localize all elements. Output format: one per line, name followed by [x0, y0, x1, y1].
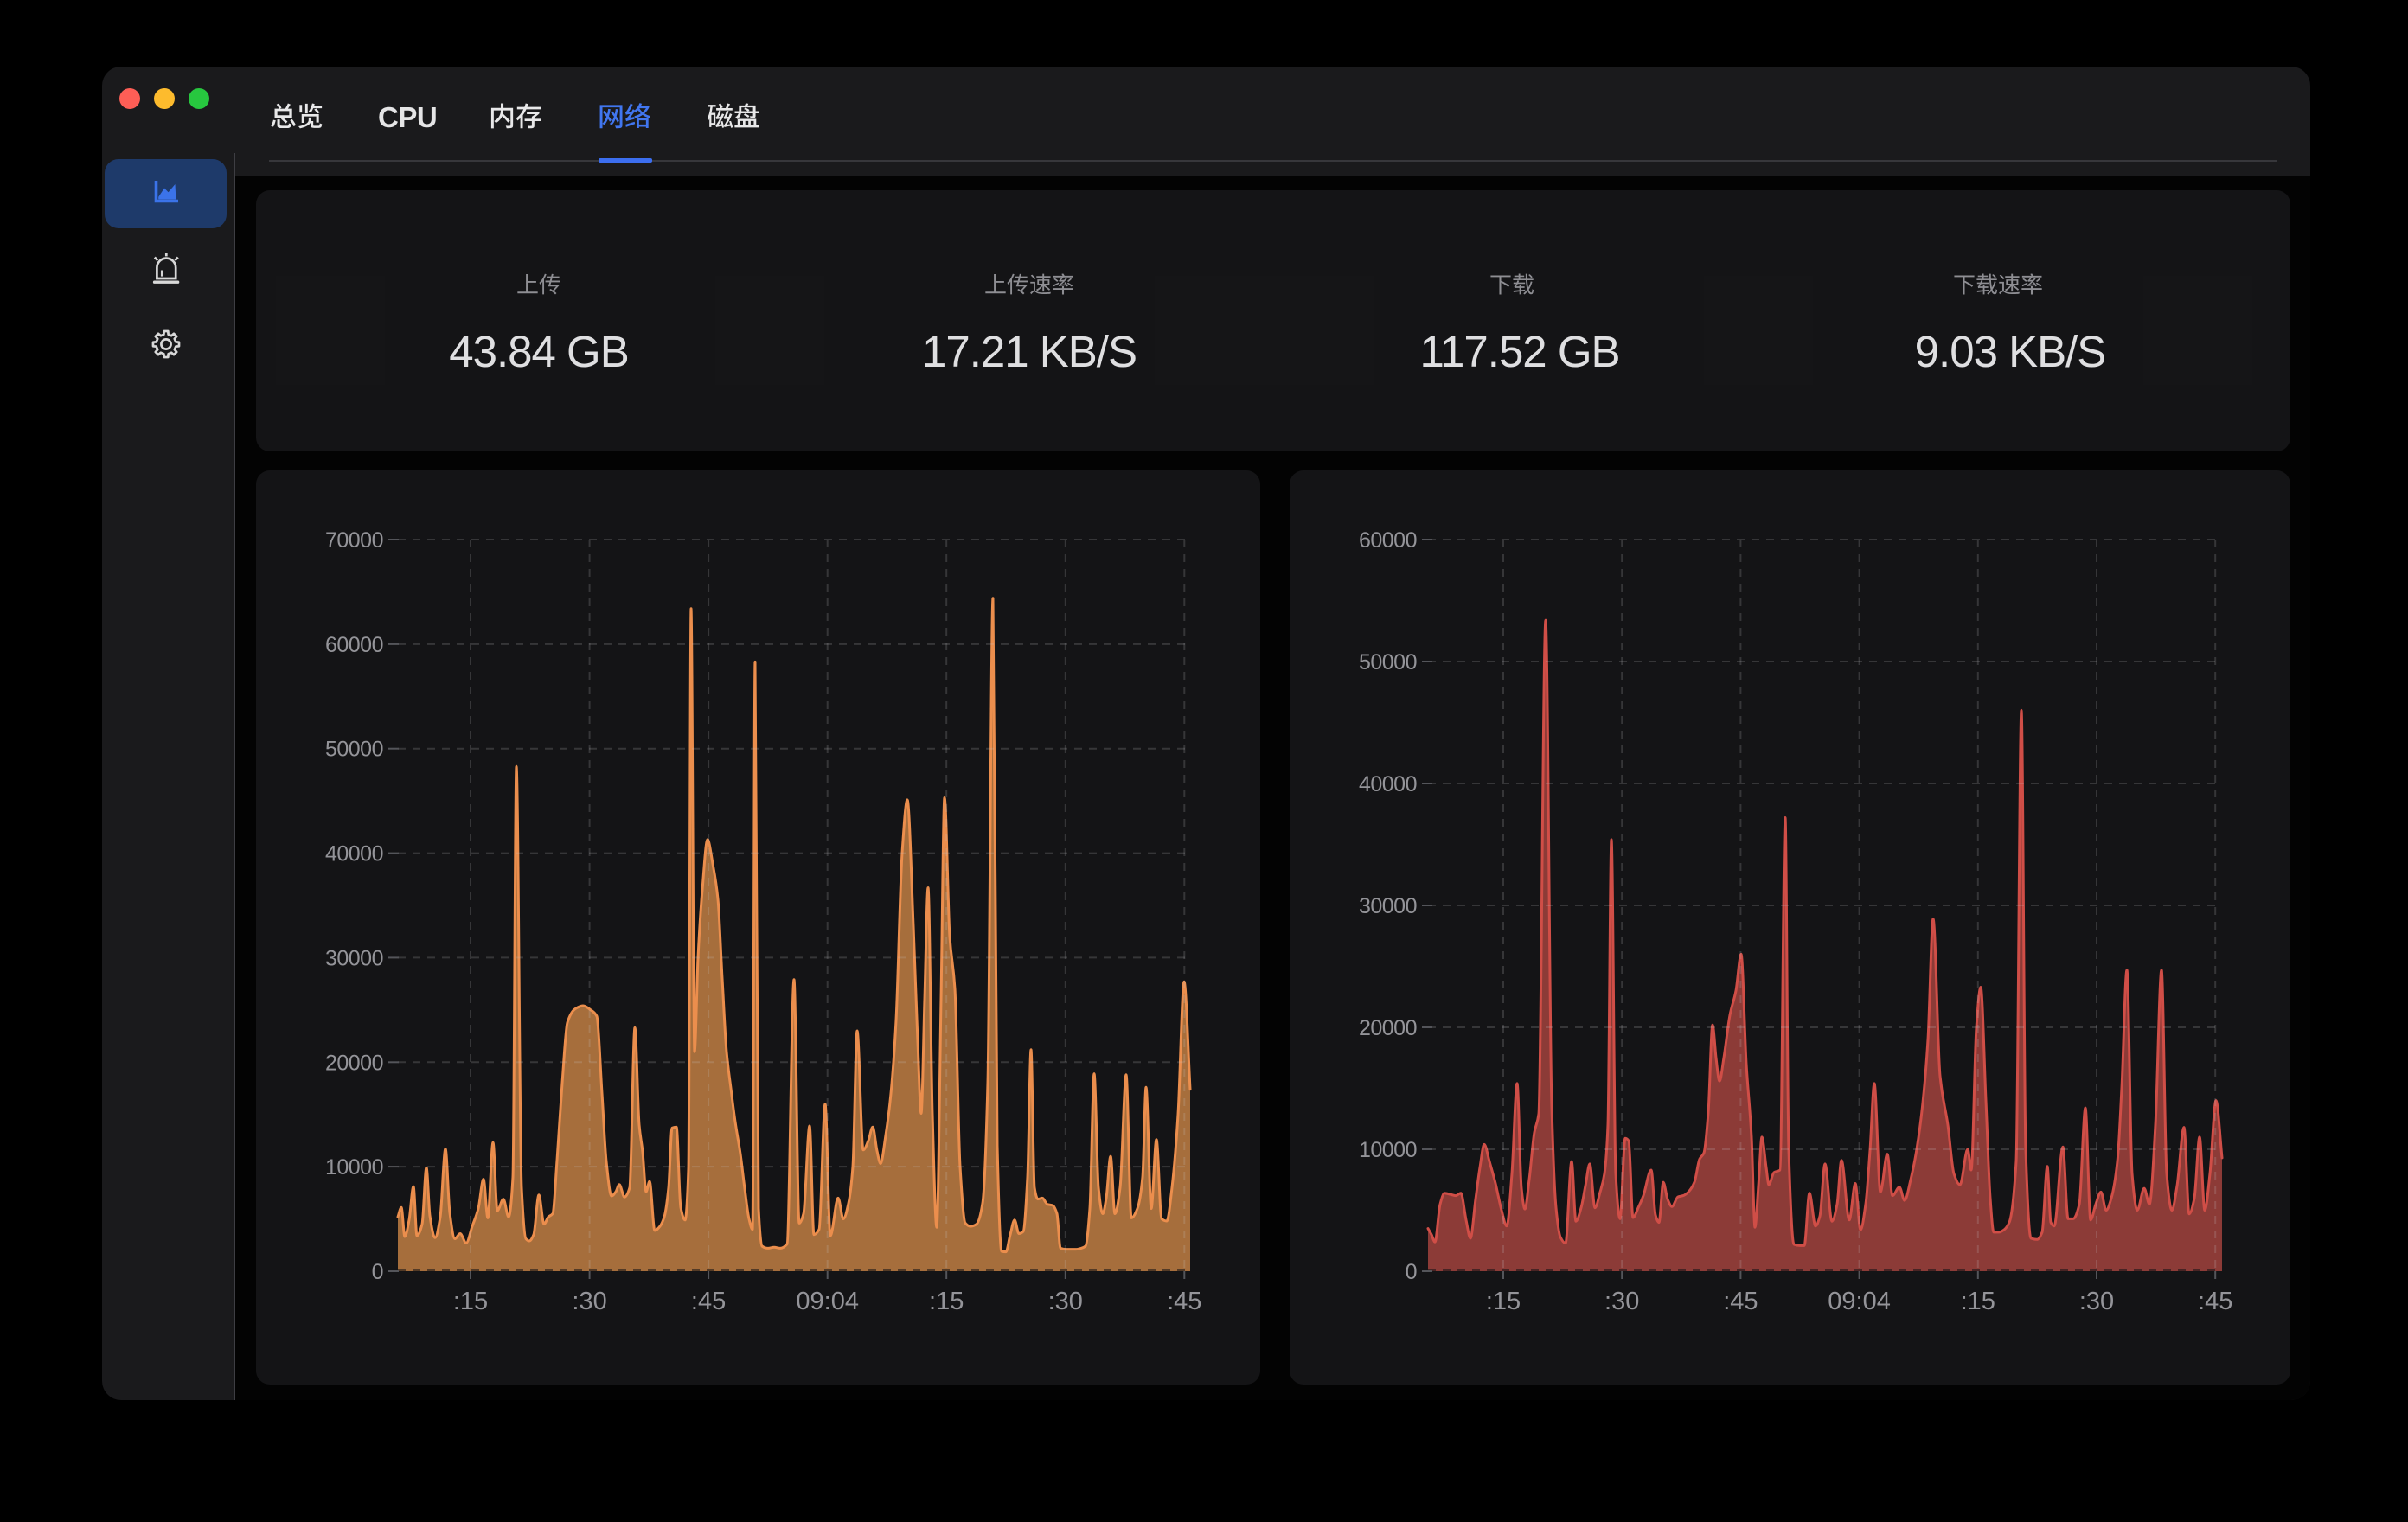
svg-text:0: 0	[372, 1260, 383, 1284]
svg-text:50000: 50000	[325, 738, 383, 762]
svg-text::15: :15	[929, 1288, 964, 1315]
svg-text:30000: 30000	[325, 946, 383, 970]
svg-text:20000: 20000	[325, 1051, 383, 1075]
svg-text::45: :45	[2198, 1288, 2232, 1315]
svg-text::45: :45	[691, 1288, 726, 1315]
svg-text:50000: 50000	[1359, 650, 1417, 675]
svg-text:70000: 70000	[325, 528, 383, 553]
svg-text:09:04: 09:04	[1828, 1288, 1891, 1315]
svg-text::15: :15	[453, 1288, 488, 1315]
svg-text::45: :45	[1723, 1288, 1758, 1315]
svg-text:10000: 10000	[325, 1155, 383, 1180]
svg-text:0: 0	[1406, 1260, 1417, 1284]
svg-text::45: :45	[1167, 1288, 1201, 1315]
svg-text:60000: 60000	[325, 633, 383, 657]
svg-text:40000: 40000	[1359, 772, 1417, 796]
svg-text:09:04: 09:04	[796, 1288, 859, 1315]
svg-text:20000: 20000	[1359, 1016, 1417, 1040]
svg-text:30000: 30000	[1359, 894, 1417, 918]
svg-text::30: :30	[572, 1288, 606, 1315]
svg-text::30: :30	[2079, 1288, 2114, 1315]
svg-text::30: :30	[1604, 1288, 1639, 1315]
svg-text::30: :30	[1048, 1288, 1083, 1315]
svg-text::15: :15	[1961, 1288, 1995, 1315]
svg-text:10000: 10000	[1359, 1138, 1417, 1162]
svg-text:40000: 40000	[325, 842, 383, 867]
svg-text::15: :15	[1486, 1288, 1521, 1315]
svg-text:60000: 60000	[1359, 528, 1417, 553]
